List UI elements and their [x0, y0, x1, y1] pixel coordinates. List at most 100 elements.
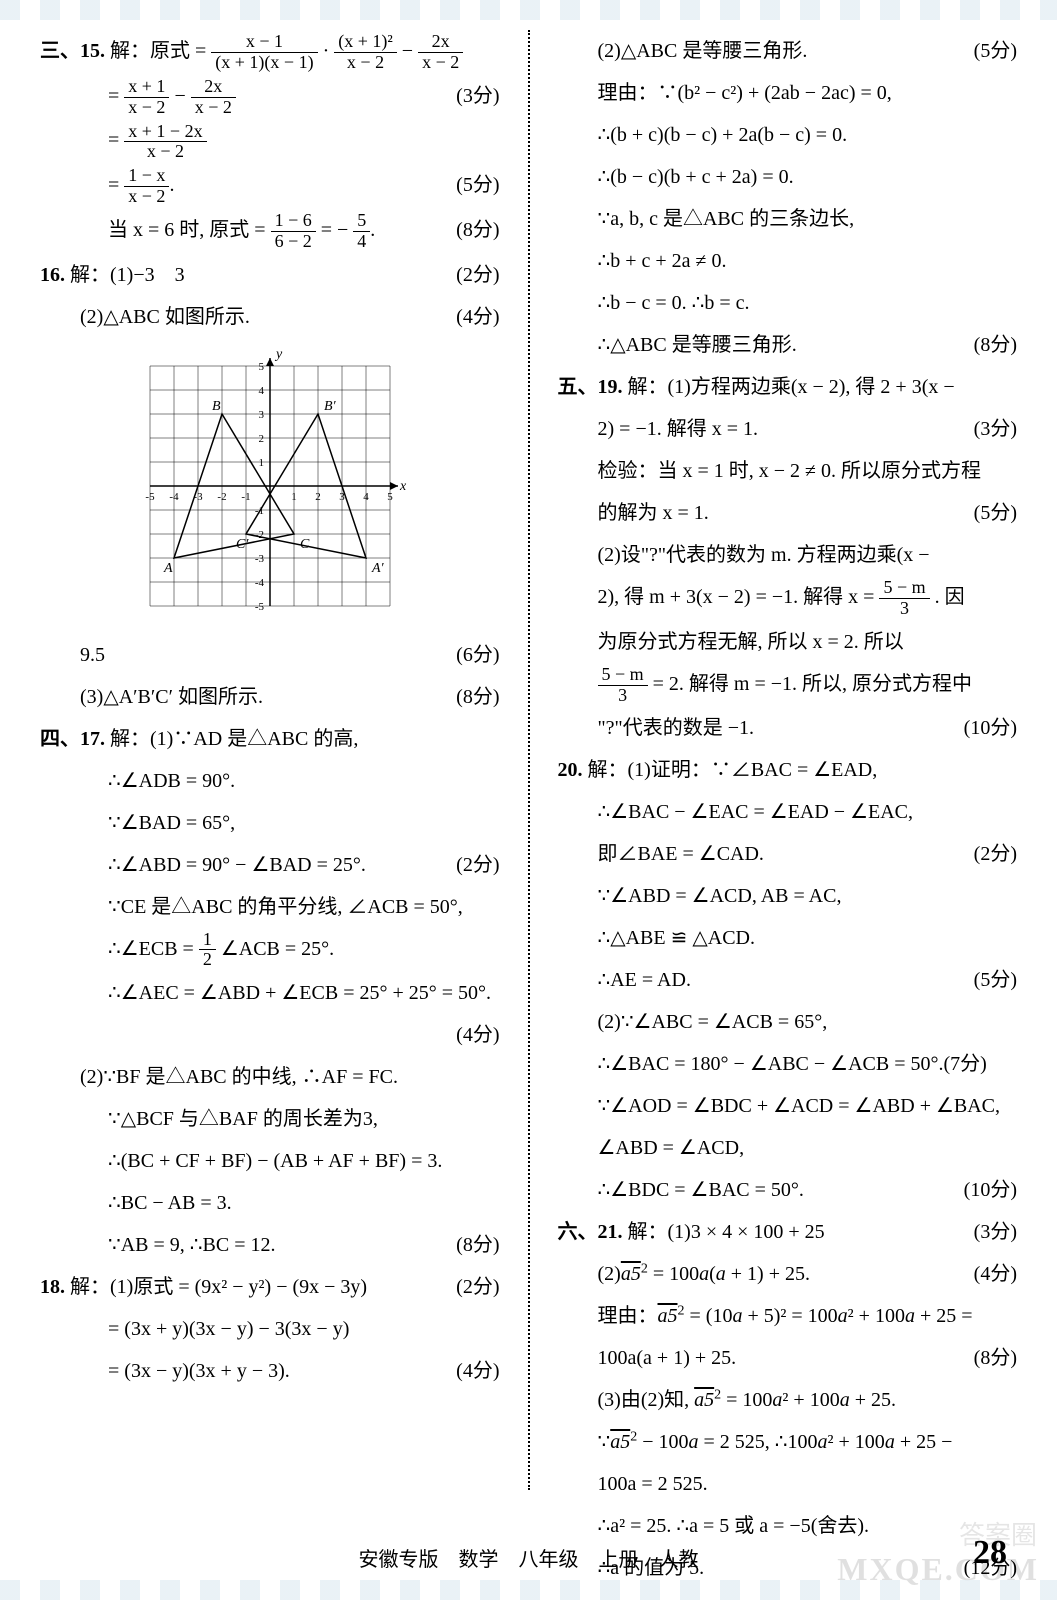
t: ∴∠ECB = — [108, 938, 194, 960]
pts: (8分) — [446, 1226, 499, 1264]
svg-text:3: 3 — [258, 409, 264, 421]
svg-text:y: y — [274, 347, 283, 362]
column-divider — [528, 30, 530, 1490]
frac: 1 − xx − 2 — [124, 166, 169, 207]
t: ∠ABD = ∠ACD, — [598, 1129, 1018, 1167]
frac: x + 1 − 2xx − 2 — [124, 122, 206, 163]
right-column: (2)△ABC 是等腰三角形.(5分) 理由：∵(b² − c²) + (2ab… — [558, 30, 1018, 1490]
pts: (6分) — [446, 636, 499, 674]
frac: 5 − m3 — [879, 578, 929, 619]
t: = − — [321, 219, 349, 241]
svg-text:-2: -2 — [217, 491, 226, 503]
t: 理由：∵(b² − c²) + (2ab − 2ac) = 0, — [598, 74, 1018, 112]
svg-text:1: 1 — [291, 491, 297, 503]
t: 为原分式方程无解, 所以 x = 2. 所以 — [598, 623, 1018, 661]
svg-text:2: 2 — [315, 491, 321, 503]
t: = — [108, 129, 119, 151]
t: 解：(1)3 × 4 × 100 + 25 — [628, 1221, 825, 1243]
pts: (5分) — [446, 166, 499, 207]
t: 即∠BAE = ∠CAD. — [598, 835, 964, 873]
svg-text:x: x — [399, 479, 407, 494]
svg-text:-5: -5 — [145, 491, 155, 503]
svg-text:1: 1 — [258, 457, 264, 469]
svg-text:-2: -2 — [255, 529, 264, 541]
coordinate-grid-chart: -5-4-3-2-112345-5-4-3-2-112345xy ABCA′B′… — [130, 346, 410, 626]
t: = — [108, 174, 119, 196]
pts: (4分) — [446, 1352, 499, 1390]
svg-text:B: B — [212, 399, 221, 414]
pts: (10分) — [954, 709, 1017, 747]
t: ∴△ABC 是等腰三角形. — [598, 326, 964, 364]
svg-text:5: 5 — [387, 491, 393, 503]
frac: 1 − 66 − 2 — [271, 211, 316, 252]
t: ∵AB = 9, ∴BC = 12. — [108, 1226, 446, 1264]
svg-text:-4: -4 — [255, 577, 265, 589]
q16-label: 16. — [40, 264, 65, 286]
t: (2)设"?"代表的数为 m. 方程两边乘(x − — [598, 536, 1018, 574]
t: ∴a² = 25. ∴a = 5 或 a = −5(舍去). — [598, 1507, 1018, 1545]
t: (3)由(2)知, a52 = 100a² + 100a + 25. — [598, 1381, 1018, 1419]
svg-text:-3: -3 — [255, 553, 265, 565]
frac: (x + 1)²x − 2 — [334, 32, 397, 73]
t: ∴b + c + 2a ≠ 0. — [598, 242, 1018, 280]
frac: 2xx − 2 — [418, 32, 463, 73]
pts: (5分) — [964, 961, 1017, 999]
t: ∵∠BAD = 65°, — [108, 804, 500, 842]
wave-decoration-bottom — [0, 1580, 1057, 1600]
pts: (5分) — [964, 32, 1017, 70]
t: 9.5 — [80, 636, 446, 674]
t: 的解为 x = 1. — [598, 494, 964, 532]
t: = — [108, 85, 119, 107]
pts: (2分) — [446, 1268, 499, 1306]
t: ∴b − c = 0. ∴b = c. — [598, 284, 1018, 322]
q21-label: 六、21. — [558, 1221, 623, 1243]
q15-head: 解：原式 = — [110, 40, 206, 62]
t: ∵CE 是△ABC 的角平分线, ∠ACB = 50°, — [108, 888, 500, 926]
t: = (3x + y)(3x − y) − 3(3x − y) — [108, 1310, 500, 1348]
t: ∵△BCF 与△BAF 的周长差为3, — [108, 1100, 500, 1138]
t: 理由：a52 = (10a + 5)² = 100a² + 100a + 25 … — [598, 1297, 1018, 1335]
svg-text:A: A — [163, 561, 173, 576]
frac: 54 — [353, 211, 370, 252]
pts: (5分) — [964, 494, 1017, 532]
frac: 2xx − 2 — [191, 77, 236, 118]
pts: (8分) — [446, 678, 499, 716]
t: 2) = −1. 解得 x = 1. — [598, 410, 964, 448]
t: ∵∠AOD = ∠BDC + ∠ACD = ∠ABD + ∠BAC, — [598, 1087, 1018, 1125]
svg-text:5: 5 — [258, 361, 264, 373]
t: (2)△ABC 是等腰三角形. — [598, 32, 964, 70]
t: . 因 — [935, 586, 965, 608]
svg-text:B′: B′ — [324, 399, 337, 414]
watermark-logo: 答案圈 — [959, 1515, 1037, 1552]
pts: (8分) — [964, 1339, 1017, 1377]
frac: 5 − m3 — [598, 665, 648, 706]
t: ∴∠AEC = ∠ABD + ∠ECB = 25° + 25° = 50°. — [108, 974, 500, 1012]
svg-text:4: 4 — [258, 385, 264, 397]
frac: x − 1(x + 1)(x − 1) — [211, 32, 317, 73]
t: ∴△ABE ≌ △ACD. — [598, 919, 1018, 957]
svg-text:-1: -1 — [241, 491, 250, 503]
q15-label: 三、15. — [40, 40, 105, 62]
q17-label: 四、17. — [40, 728, 105, 750]
wave-decoration-top — [0, 0, 1057, 20]
pts: (2分) — [964, 835, 1017, 873]
t: = (3x − y)(3x + y − 3). — [108, 1352, 446, 1390]
t: 解：(1)∵AD 是△ABC 的高, — [110, 728, 358, 750]
t: 解：(1)证明：∵∠BAC = ∠EAD, — [588, 759, 878, 781]
pts: (2分) — [446, 846, 499, 884]
pts: (4分) — [446, 298, 499, 336]
frac: 12 — [199, 930, 216, 971]
t: (2)∵∠ABC = ∠ACB = 65°, — [598, 1003, 1018, 1041]
q18-label: 18. — [40, 1276, 65, 1298]
t: ∵a52 − 100a = 2 525, ∴100a² + 100a + 25 … — [598, 1423, 1018, 1461]
t: ∴∠ABD = 90° − ∠BAD = 25°. — [108, 846, 446, 884]
t: 检验：当 x = 1 时, x − 2 ≠ 0. 所以原分式方程 — [598, 452, 1018, 490]
t: ∴(b + c)(b − c) + 2a(b − c) = 0. — [598, 116, 1018, 154]
t: ∠ACB = 25°. — [221, 938, 334, 960]
svg-text:C: C — [300, 537, 310, 552]
svg-text:-5: -5 — [255, 601, 265, 613]
pts: (8分) — [964, 326, 1017, 364]
t: (3)△A′B′C′ 如图所示. — [80, 678, 446, 716]
pts: (3分) — [964, 1213, 1017, 1251]
t: ∴∠BAC = 180° − ∠ABC − ∠ACB = 50°.(7分) — [598, 1045, 1018, 1083]
